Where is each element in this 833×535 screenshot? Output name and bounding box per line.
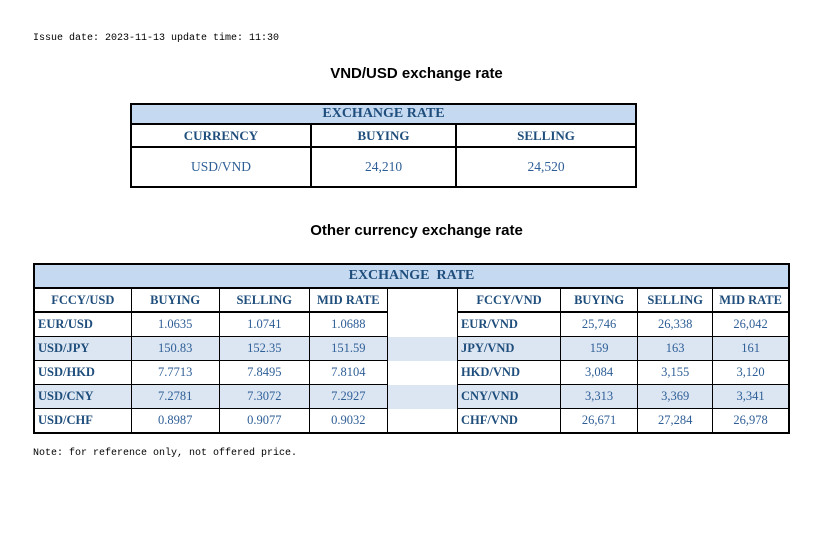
- buying-rate-cell: 0.8987: [130, 408, 220, 434]
- buying-rate-cell: 3,313: [560, 384, 639, 409]
- buying-rate-cell: 7.2781: [130, 384, 220, 409]
- buying-rate-cell: 7.7713: [130, 360, 220, 385]
- exchange-rate-banner: EXCHANGE RATE: [33, 263, 790, 289]
- buying-rate-cell: 24,210: [310, 146, 457, 188]
- spacer-cell: [386, 288, 458, 312]
- column-header-mid-rate: MID RATE: [308, 287, 388, 313]
- mid-rate-cell: 7.2927: [308, 384, 388, 409]
- column-header-selling: SELLING: [218, 287, 310, 313]
- column-header-buying: BUYING: [130, 287, 220, 313]
- exchange-rate-banner: EXCHANGE RATE: [129, 103, 638, 125]
- mid-rate-cell: 0.9032: [308, 408, 388, 434]
- mid-rate-cell: 26,042: [712, 311, 790, 337]
- usd-table-title: VND/USD exchange rate: [330, 65, 503, 82]
- mid-rate-cell: 1.0688: [308, 311, 388, 337]
- selling-rate-cell: 24,520: [454, 146, 638, 188]
- currency-pair-cell: JPY/VND: [456, 336, 562, 361]
- spacer-cell: [386, 360, 458, 385]
- selling-rate-cell: 0.9077: [218, 408, 310, 434]
- column-header-selling: SELLING: [454, 123, 638, 148]
- column-header-mid-rate: MID RATE: [712, 287, 790, 313]
- selling-rate-cell: 7.3072: [218, 384, 310, 409]
- buying-rate-cell: 3,084: [560, 360, 639, 385]
- mid-rate-cell: 151.59: [308, 336, 388, 361]
- selling-rate-cell: 163: [637, 336, 714, 361]
- column-header-fccy-vnd: FCCY/VND: [456, 287, 562, 313]
- column-header-row: FCCY/USD BUYING SELLING MID RATE FCCY/VN…: [33, 287, 790, 313]
- table-row: USD/JPY 150.83 152.35 151.59 JPY/VND 159…: [33, 336, 790, 361]
- selling-rate-cell: 3,369: [637, 384, 714, 409]
- currency-pair-cell: USD/CNY: [33, 384, 132, 409]
- buying-rate-cell: 159: [560, 336, 639, 361]
- mid-rate-cell: 26,978: [712, 408, 790, 434]
- mid-rate-cell: 3,120: [712, 360, 790, 385]
- selling-rate-cell: 152.35: [218, 336, 310, 361]
- currency-pair-cell: CHF/VND: [456, 408, 562, 434]
- column-header-currency: CURRENCY: [130, 123, 312, 148]
- table-row: USD/CNY 7.2781 7.3072 7.2927 CNY/VND 3,3…: [33, 384, 790, 409]
- column-header-selling: SELLING: [637, 287, 714, 313]
- table-header-band-row: EXCHANGE RATE: [129, 103, 638, 125]
- table-header-band-row: EXCHANGE RATE: [33, 263, 790, 289]
- currency-pair-cell: EUR/USD: [33, 311, 132, 337]
- selling-rate-cell: 7.8495: [218, 360, 310, 385]
- currency-pair-cell: USD/HKD: [33, 360, 132, 385]
- usd-vnd-rate-table: EXCHANGE RATE CURRENCY BUYING SELLING US…: [129, 103, 638, 188]
- buying-rate-cell: 1.0635: [130, 311, 220, 337]
- currency-pair-cell: USD/VND: [130, 146, 312, 188]
- spacer-cell: [386, 408, 458, 433]
- other-table-title: Other currency exchange rate: [310, 222, 523, 239]
- currency-pair-cell: USD/CHF: [33, 408, 132, 434]
- spacer-cell: [386, 312, 458, 337]
- currency-pair-cell: USD/JPY: [33, 336, 132, 361]
- buying-rate-cell: 26,671: [560, 408, 639, 434]
- note-text: Note: for reference only, not offered pr…: [33, 448, 298, 459]
- column-header-buying: BUYING: [310, 123, 457, 148]
- currency-pair-cell: CNY/VND: [456, 384, 562, 409]
- mid-rate-cell: 3,341: [712, 384, 790, 409]
- issue-date-text: Issue date: 2023-11-13 update time: 11:3…: [33, 33, 280, 44]
- mid-rate-cell: 7.8104: [308, 360, 388, 385]
- selling-rate-cell: 26,338: [637, 311, 714, 337]
- selling-rate-cell: 1.0741: [218, 311, 310, 337]
- spacer-cell: [386, 336, 458, 361]
- selling-rate-cell: 27,284: [637, 408, 714, 434]
- spacer-cell: [386, 384, 458, 409]
- buying-rate-cell: 25,746: [560, 311, 639, 337]
- column-header-fccy-usd: FCCY/USD: [33, 287, 132, 313]
- currency-pair-cell: HKD/VND: [456, 360, 562, 385]
- currency-pair-cell: EUR/VND: [456, 311, 562, 337]
- selling-rate-cell: 3,155: [637, 360, 714, 385]
- table-row: USD/CHF 0.8987 0.9077 0.9032 CHF/VND 26,…: [33, 408, 790, 434]
- buying-rate-cell: 150.83: [130, 336, 220, 361]
- table-row: USD/HKD 7.7713 7.8495 7.8104 HKD/VND 3,0…: [33, 360, 790, 385]
- table-row: EUR/USD 1.0635 1.0741 1.0688 EUR/VND 25,…: [33, 311, 790, 337]
- other-currency-rate-table: EXCHANGE RATE FCCY/USD BUYING SELLING MI…: [33, 263, 790, 434]
- mid-rate-cell: 161: [712, 336, 790, 361]
- column-header-buying: BUYING: [560, 287, 639, 313]
- table-row: USD/VND 24,210 24,520: [130, 146, 638, 188]
- column-header-row: CURRENCY BUYING SELLING: [130, 123, 638, 148]
